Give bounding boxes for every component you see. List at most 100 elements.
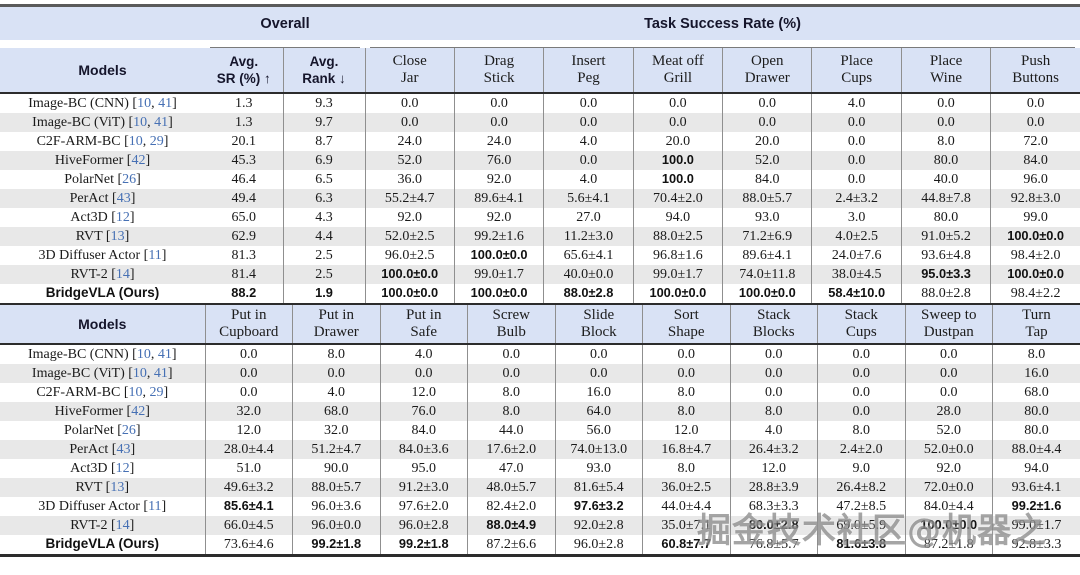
value-cell: 87.2±1.8 xyxy=(904,535,993,557)
value-cell: 100.0 xyxy=(632,170,723,189)
value-cell: 4.0 xyxy=(729,421,818,440)
value-cell: 0.0 xyxy=(364,93,455,113)
value-cell: 58.4±10.0 xyxy=(811,284,902,305)
value-cell: 36.0±2.5 xyxy=(642,478,730,497)
value-cell: 74.0±11.8 xyxy=(722,265,812,284)
value-cell: 0.0 xyxy=(554,364,643,383)
value-cell: 49.6±3.2 xyxy=(204,478,293,497)
value-cell: 73.6±4.6 xyxy=(204,535,293,557)
value-cell: 27.0 xyxy=(543,208,634,227)
citation-number: 41 xyxy=(154,114,169,130)
value-cell: 8.0 xyxy=(642,383,730,402)
value-bold: 100.0±0.0 xyxy=(649,285,707,300)
value-cell: 4.0 xyxy=(543,170,634,189)
table-row: PerAct [43] 28.0±4.4 51.2±4.7 84.0±3.6 17.6±… xyxy=(0,440,1080,459)
column-header: Put in Safe xyxy=(379,305,468,345)
value-bold: 99.2±1.8 xyxy=(398,536,449,551)
value-cell: 51.0 xyxy=(204,459,293,478)
cmidrule-row xyxy=(0,40,1080,48)
value-cell: 0.0 xyxy=(817,364,905,383)
value-cell: 100.0±0.0 xyxy=(722,284,812,305)
value-cell: 4.0±2.5 xyxy=(811,227,902,246)
value-cell: 1.3 xyxy=(235,95,253,111)
value-cell: 62.9 xyxy=(205,227,283,246)
table-row: Act3D [12] 65.0 4.3 92.0 92.0 27.0 94.0 93.0 3.0… xyxy=(0,208,1080,227)
value-cell: 92.0 xyxy=(453,208,544,227)
value-cell: 32.0 xyxy=(292,421,380,440)
value-cell: 0.0 xyxy=(817,383,905,402)
value-cell: 24.0 xyxy=(453,132,544,151)
column-header: Slide Block xyxy=(554,305,643,345)
value-cell: 12.0 xyxy=(729,459,818,478)
value-cell: 68.0 xyxy=(292,402,380,421)
value-bold: 95.0±3.3 xyxy=(921,266,971,281)
value-cell: 0.0 xyxy=(722,93,812,113)
value-bold: 1.9 xyxy=(315,285,333,300)
citation-number: 26 xyxy=(122,171,137,187)
citation-number: 11 xyxy=(148,498,162,514)
group-header-row: Overall Task Success Rate (%) xyxy=(0,7,1080,40)
value-cell: 0.0 xyxy=(292,364,380,383)
value-cell: 6.5 xyxy=(282,170,366,189)
group-header-task-success-rate: Task Success Rate (%) xyxy=(365,7,1080,40)
citation-number: 41 xyxy=(153,365,168,381)
value-cell: 80.0±2.8 xyxy=(729,516,818,535)
column-header-row: Models Put in Cupboard Put in Drawer Put in Sa… xyxy=(0,305,1080,345)
value-cell: 36.0 xyxy=(364,170,455,189)
table-row: Image-BC (ViT) [10, 41] 1.3 9.7 0.0 0.0 0.0 0.… xyxy=(0,113,1080,132)
value-cell: 12.0 xyxy=(642,421,730,440)
citation-number: 13 xyxy=(110,228,125,244)
value-cell: 99.2±1.6 xyxy=(992,497,1080,516)
value-cell: 84.0±3.6 xyxy=(379,440,468,459)
value-cell: 0.0 xyxy=(811,170,902,189)
value-cell: 45.3 xyxy=(205,151,283,170)
value-cell: 8.0 xyxy=(992,344,1080,364)
value-cell: 0.0 xyxy=(811,113,902,132)
value-cell: 0.0 xyxy=(204,364,293,383)
value-cell: 44.8±7.8 xyxy=(900,189,991,208)
value-cell: 81.3 xyxy=(231,247,257,263)
value-cell: 93.0 xyxy=(554,459,643,478)
value-cell: 0.0 xyxy=(990,93,1080,113)
value-cell: 9.0 xyxy=(817,459,905,478)
value-cell: 80.0 xyxy=(992,402,1080,421)
citation-number: 12 xyxy=(115,209,130,225)
model-name-cell: Image-BC (ViT) [10, 41] xyxy=(0,364,205,383)
value-cell: 95.0±3.3 xyxy=(900,265,991,284)
value-cell: 3.0 xyxy=(811,208,902,227)
table-row: Image-BC (CNN) [10, 41] 0.0 8.0 4.0 0.0 0.0 0.… xyxy=(0,344,1080,364)
value-cell: 44.0±4.4 xyxy=(642,497,730,516)
value-cell: 0.0 xyxy=(543,151,634,170)
value-cell: 87.2±6.6 xyxy=(467,535,555,557)
table-row: 3D Diffuser Actor [11] 81.3 2.5 96.0±2.5 100… xyxy=(0,246,1080,265)
model-name-cell: PerAct [43] xyxy=(0,189,205,208)
group-header-spacer xyxy=(0,7,205,40)
value-cell: 6.3 xyxy=(282,189,366,208)
value-cell: 0.0 xyxy=(904,364,993,383)
column-header: Push Buttons xyxy=(990,48,1080,94)
value-cell: 88.0±5.7 xyxy=(722,189,812,208)
value-cell: 44.0 xyxy=(467,421,555,440)
value-cell: 56.0 xyxy=(554,421,643,440)
value-bold: 60.8±7.7 xyxy=(661,536,712,551)
value-cell: 89.6±4.1 xyxy=(453,189,544,208)
value-cell: 70.4±2.0 xyxy=(632,189,723,208)
model-name-cell: Act3D [12] xyxy=(70,460,135,476)
citation-number: 42 xyxy=(131,403,146,419)
value-cell: 100.0±0.0 xyxy=(632,284,723,305)
value-cell: 4.3 xyxy=(282,208,366,227)
cmidrule-line xyxy=(370,41,1075,48)
value-cell: 0.0 xyxy=(467,344,555,364)
value-cell: 4.0 xyxy=(811,93,902,113)
citation-number: 10 xyxy=(132,365,147,381)
table-top-rule xyxy=(0,4,1080,7)
column-header: Sort Shape xyxy=(642,305,730,345)
value-bold: 100.0±0.0 xyxy=(381,266,439,281)
value-cell: 0.0 xyxy=(817,402,905,421)
value-bold: 100.0±0.0 xyxy=(1007,228,1065,243)
model-name-cell: 3D Diffuser Actor [11] xyxy=(38,247,167,263)
value-cell: 96.0±0.0 xyxy=(292,516,380,535)
citation-number: 10 xyxy=(128,384,143,400)
value-cell: 88.0±4.4 xyxy=(992,440,1080,459)
value-cell: 96.0 xyxy=(990,170,1080,189)
